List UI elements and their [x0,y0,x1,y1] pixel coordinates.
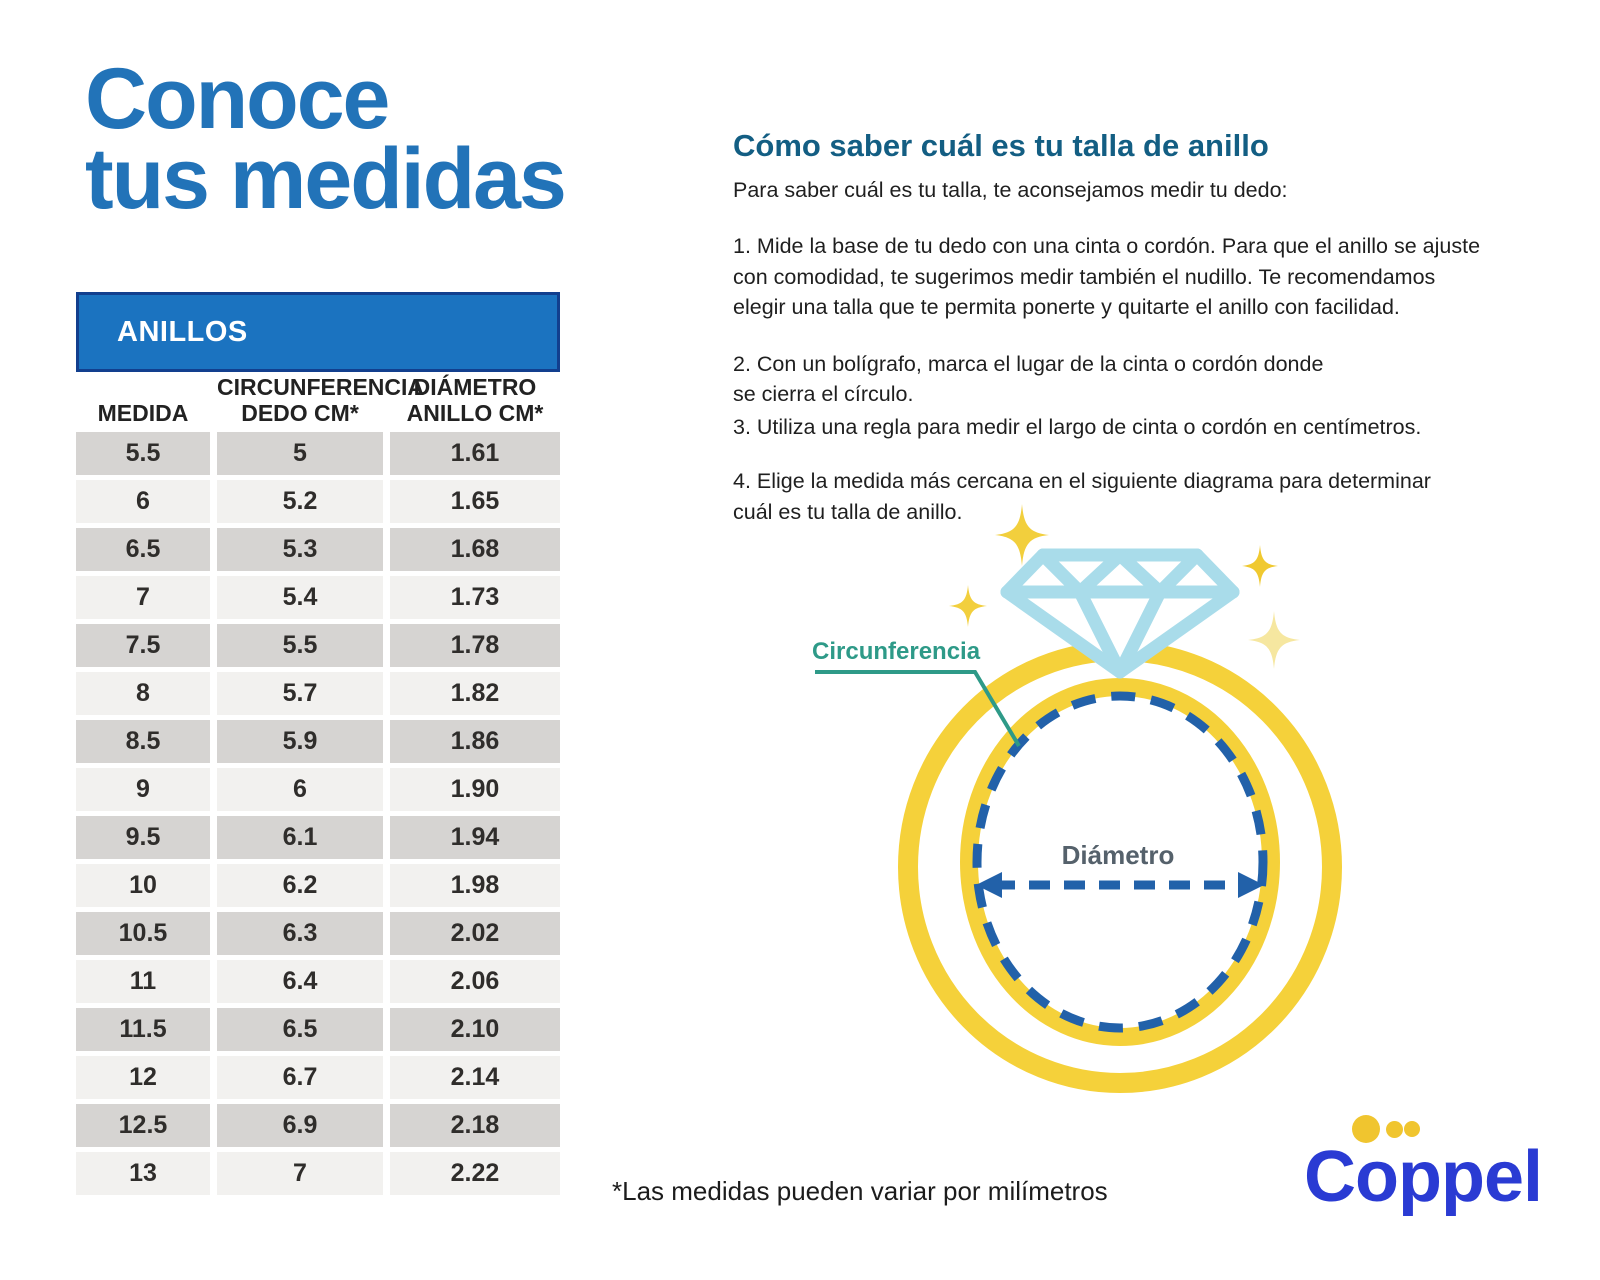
table-row: 6.5 5.3 1.68 [76,528,560,571]
table-cell: 6.2 [217,864,383,907]
table-cell: 5.2 [217,480,383,523]
how-to-section: Cómo saber cuál es tu talla de anillo Pa… [733,128,1533,527]
table-cell: 2.18 [390,1104,560,1147]
table-cell: 6.4 [217,960,383,1003]
table-cell: 1.90 [390,768,560,811]
table-cell: 9 [76,768,210,811]
table-row: 11 6.4 2.06 [76,960,560,1003]
logo-dot-medium [1386,1121,1403,1138]
table-cell: 2.06 [390,960,560,1003]
table-row: 8 5.7 1.82 [76,672,560,715]
logo-dot-small [1404,1121,1420,1137]
table-row: 10 6.2 1.98 [76,864,560,907]
table-cell: 7 [217,1152,383,1195]
table-row: 7.5 5.5 1.78 [76,624,560,667]
table-title: ANILLOS [117,315,248,348]
table-cell: 1.98 [390,864,560,907]
table-cell: 6.5 [217,1008,383,1051]
table-cell: 5.5 [76,432,210,475]
table-cell: 11.5 [76,1008,210,1051]
table-cell: 10.5 [76,912,210,955]
table-cell: 1.68 [390,528,560,571]
table-cell: 6.3 [217,912,383,955]
table-cell: 2.14 [390,1056,560,1099]
table-cell: 12 [76,1056,210,1099]
table-cell: 1.73 [390,576,560,619]
table-cell: 2.02 [390,912,560,955]
coppel-logo: Coppel [1286,1100,1543,1230]
ring-size-table: ANILLOS MEDIDA CIRCUNFERENCIA DEDO CM* D… [76,292,560,1200]
table-cell: 12.5 [76,1104,210,1147]
table-cell: 5.4 [217,576,383,619]
step-2: 2. Con un bolígrafo, marca el lugar de l… [733,351,1324,407]
table-cell: 1.61 [390,432,560,475]
sparkle-large-icon [995,504,1049,566]
table-cell: 1.65 [390,480,560,523]
table-cell: 5 [217,432,383,475]
step-4: 4. Elige la medida más cercana en el sig… [733,469,1431,524]
table-cell: 5.3 [217,528,383,571]
table-cell: 5.5 [217,624,383,667]
table-cell: 11 [76,960,210,1003]
table-row: 13 7 2.22 [76,1152,560,1195]
sparkle-right-icon [1242,545,1278,587]
table-row: 9.5 6.1 1.94 [76,816,560,859]
logo-dot-large [1352,1115,1380,1143]
table-row: 8.5 5.9 1.86 [76,720,560,763]
table-cell: 6 [76,480,210,523]
table-row: 10.5 6.3 2.02 [76,912,560,955]
table-cell: 9.5 [76,816,210,859]
table-cell: 6.5 [76,528,210,571]
step-3: 3. Utiliza una regla para medir el largo… [733,414,1422,439]
table-cell: 1.86 [390,720,560,763]
measurements-footnote: *Las medidas pueden variar por milímetro… [612,1176,1108,1206]
table-cell: 6.9 [217,1104,383,1147]
table-cell: 10 [76,864,210,907]
table-cell: 6 [217,768,383,811]
step-1: 1. Mide la base de tu dedo con una cinta… [733,234,1481,320]
column-header-diametro: DIÁMETRO ANILLO CM* [406,374,544,426]
sparkle-small-icon [949,585,987,627]
table-row: 11.5 6.5 2.10 [76,1008,560,1051]
table-column-headers: MEDIDA CIRCUNFERENCIA DEDO CM* DIÁMETRO … [76,372,560,432]
table-cell: 6.1 [217,816,383,859]
table-cell: 6.7 [217,1056,383,1099]
circumference-label: Circunferencia [812,638,981,665]
diamond-icon [1000,548,1240,679]
circumference-pointer-line [815,670,1021,748]
table-row: 6 5.2 1.65 [76,480,560,523]
table-cell: 5.7 [217,672,383,715]
table-cell: 1.78 [390,624,560,667]
diameter-arrow [976,872,1264,898]
table-cell: 7.5 [76,624,210,667]
table-cell: 5.9 [217,720,383,763]
circumference-dashed-circle [972,691,1268,1033]
ring-diagram-illustration [815,504,1342,1093]
table-cell: 2.22 [390,1152,560,1195]
table-cell: 2.10 [390,1008,560,1051]
table-cell: 8.5 [76,720,210,763]
table-row: 9 6 1.90 [76,768,560,811]
column-header-circunferencia: CIRCUNFERENCIA DEDO CM* [217,374,424,426]
size-table-body: 5.5 5 1.61 6 5.2 1.65 6.5 5.3 1.68 7 5.4 1.73 7.5 5.5… [76,432,560,1195]
table-cell: 8 [76,672,210,715]
table-row: 7 5.4 1.73 [76,576,560,619]
table-cell: 1.82 [390,672,560,715]
table-row: 12.5 6.9 2.18 [76,1104,560,1147]
table-cell: 13 [76,1152,210,1195]
page-title: Conoce tus medidas [85,51,567,227]
table-row: 5.5 5 1.61 [76,432,560,475]
table-title-bar: ANILLOS [76,292,560,372]
diameter-label: Diámetro [1061,840,1175,870]
column-header-medida: MEDIDA [97,399,189,426]
table-cell: 1.94 [390,816,560,859]
table-row: 12 6.7 2.14 [76,1056,560,1099]
sparkle-pale-icon [1248,611,1300,669]
ring-inner-band [960,678,1280,1046]
how-to-heading: Cómo saber cuál es tu talla de anillo [733,128,1269,163]
coppel-logo-text: Coppel [1304,1137,1543,1217]
how-to-intro: Para saber cuál es tu talla, te aconseja… [733,178,1288,202]
table-cell: 7 [76,576,210,619]
